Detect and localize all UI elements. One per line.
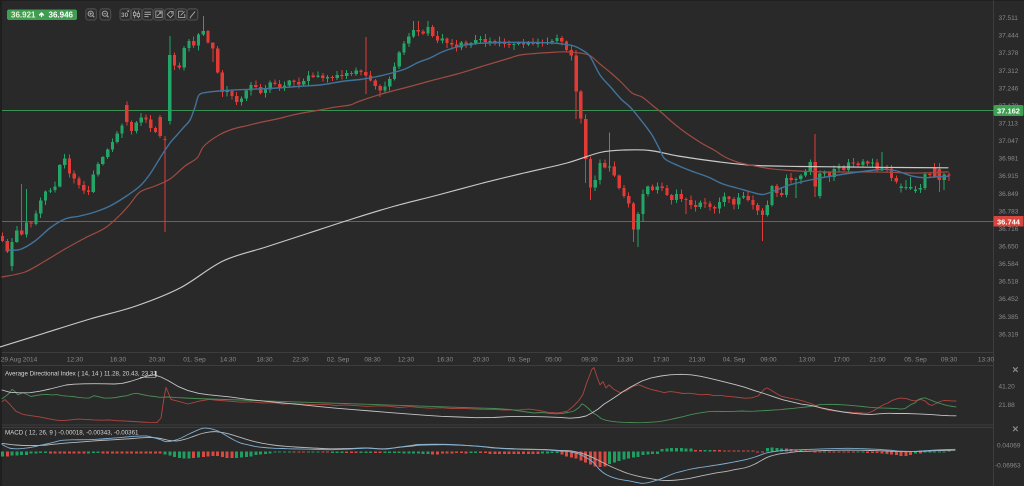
svg-text:37.511: 37.511 bbox=[999, 15, 1019, 22]
svg-text:36.650: 36.650 bbox=[999, 244, 1019, 251]
svg-text:37.047: 37.047 bbox=[999, 138, 1019, 145]
svg-text:37.246: 37.246 bbox=[999, 85, 1019, 92]
svg-text:04. Sep: 04. Sep bbox=[723, 357, 746, 364]
svg-text:-0.06963: -0.06963 bbox=[995, 463, 1021, 470]
svg-text:MACD ( 12, 26, 9 ) -0.00018, -: MACD ( 12, 26, 9 ) -0.00018, -0.00343, -… bbox=[5, 430, 139, 437]
svg-text:36.744: 36.744 bbox=[997, 217, 1021, 226]
svg-text:22:30: 22:30 bbox=[292, 357, 309, 364]
svg-text:36.921: 36.921 bbox=[11, 10, 36, 19]
svg-text:37.378: 37.378 bbox=[999, 50, 1019, 57]
svg-text:36.452: 36.452 bbox=[999, 296, 1019, 303]
svg-text:29 Aug 2014: 29 Aug 2014 bbox=[1, 357, 38, 364]
svg-text:05:00: 05:00 bbox=[545, 357, 562, 364]
svg-text:02. Sep: 02. Sep bbox=[327, 357, 350, 364]
svg-text:36.716: 36.716 bbox=[999, 226, 1019, 233]
svg-text:36.584: 36.584 bbox=[999, 261, 1019, 268]
svg-text:03. Sep: 03. Sep bbox=[508, 357, 531, 364]
svg-text:12:30: 12:30 bbox=[67, 357, 84, 364]
svg-text:13:30: 13:30 bbox=[617, 357, 634, 364]
svg-text:21:30: 21:30 bbox=[689, 357, 706, 364]
svg-text:36.946: 36.946 bbox=[49, 10, 74, 19]
svg-text:16:30: 16:30 bbox=[110, 357, 127, 364]
svg-text:36.783: 36.783 bbox=[999, 208, 1019, 215]
svg-text:13:00: 13:00 bbox=[799, 357, 816, 364]
svg-text:36.518: 36.518 bbox=[999, 279, 1019, 286]
svg-text:09:00: 09:00 bbox=[760, 357, 777, 364]
svg-text:0.04069: 0.04069 bbox=[997, 443, 1021, 450]
svg-text:14:30: 14:30 bbox=[220, 357, 237, 364]
svg-text:17:30: 17:30 bbox=[653, 357, 670, 364]
svg-text:05. Sep: 05. Sep bbox=[904, 357, 927, 364]
svg-text:21.88: 21.88 bbox=[999, 402, 1016, 409]
svg-text:16:30: 16:30 bbox=[437, 357, 454, 364]
svg-text:20:30: 20:30 bbox=[149, 357, 166, 364]
svg-text:30: 30 bbox=[121, 12, 129, 19]
svg-text:37.162: 37.162 bbox=[997, 107, 1020, 116]
svg-text:09:30: 09:30 bbox=[581, 357, 598, 364]
svg-text:01. Sep: 01. Sep bbox=[183, 357, 206, 364]
svg-text:20:30: 20:30 bbox=[473, 357, 490, 364]
svg-text:17:00: 17:00 bbox=[833, 357, 850, 364]
svg-text:08:30: 08:30 bbox=[364, 357, 381, 364]
svg-text:13:30: 13:30 bbox=[978, 357, 995, 364]
svg-text:36.385: 36.385 bbox=[999, 314, 1019, 321]
svg-text:09:30: 09:30 bbox=[941, 357, 958, 364]
svg-text:18:30: 18:30 bbox=[256, 357, 273, 364]
svg-text:36.849: 36.849 bbox=[999, 191, 1019, 198]
svg-text:41.20: 41.20 bbox=[999, 383, 1016, 390]
svg-text:36.319: 36.319 bbox=[999, 331, 1019, 338]
svg-text:37.312: 37.312 bbox=[999, 68, 1019, 75]
svg-text:36.981: 36.981 bbox=[999, 156, 1019, 163]
svg-text:Average Directional Index ( 14: Average Directional Index ( 14, 14 ) 11.… bbox=[5, 371, 157, 378]
svg-text:36.915: 36.915 bbox=[999, 173, 1019, 180]
svg-text:12:30: 12:30 bbox=[398, 357, 415, 364]
svg-text:37.113: 37.113 bbox=[999, 121, 1019, 128]
svg-text:37.444: 37.444 bbox=[999, 33, 1019, 40]
svg-text:21:00: 21:00 bbox=[869, 357, 886, 364]
